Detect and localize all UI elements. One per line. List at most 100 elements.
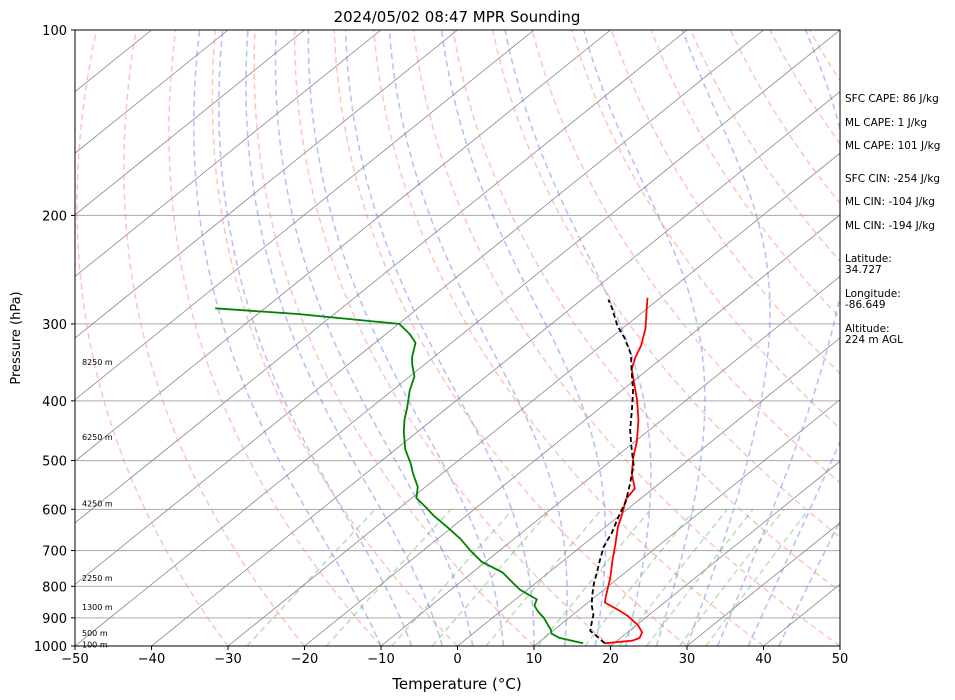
x-axis: −50 −40 −30 −20 −10 0 10 20 30 40 50 (61, 646, 848, 667)
latitude-label: Latitude: (845, 253, 892, 265)
mixing-ratio-line (618, 508, 728, 646)
altitude-label: Altitude: (845, 323, 890, 335)
moist-adiabat-line (681, 30, 771, 646)
dry-adiabat-line (293, 30, 611, 646)
height-label: 1300 m (82, 603, 113, 612)
x-tick-label: 10 (526, 652, 543, 667)
height-label: 500 m (82, 629, 108, 638)
chart-title: 2024/05/02 08:47 MPR Sounding (334, 8, 581, 26)
altitude-value: 224 m AGL (845, 334, 903, 346)
x-tick-label: −10 (367, 652, 394, 667)
ml-cape-label-2: ML CAPE: 101 J/kg (845, 140, 940, 152)
moist-adiabat-line (747, 439, 840, 646)
mixing-ratio-line (705, 508, 810, 646)
ml-cin-label: ML CIN: -104 J/kg (845, 196, 935, 208)
dry-adiabat-line (76, 30, 229, 646)
y-axis-label: Pressure (hPa) (9, 291, 24, 384)
dewpoint-profile (215, 307, 584, 645)
dry-adiabat-line (929, 30, 955, 646)
y-tick-label: 100 (42, 24, 67, 39)
mixing-ratio-line (485, 508, 603, 646)
y-tick-label: 500 (42, 455, 67, 470)
isotherm-line (304, 214, 840, 646)
isotherm-line (533, 399, 840, 646)
moist-adiabat-line (218, 30, 413, 646)
dry-adiabat-line (610, 30, 840, 375)
mixing-ratio-line (678, 508, 785, 646)
temperature-profile (603, 297, 649, 645)
isotherm-line (75, 30, 382, 277)
ml-cape-label: ML CAPE: 1 J/kg (845, 117, 927, 129)
isotherm-line (75, 30, 229, 154)
isotherm-line (610, 460, 840, 646)
dry-adiabat-line (168, 30, 382, 646)
height-label: 4250 m (82, 499, 113, 508)
mixing-ratio-line (537, 508, 652, 646)
isotherm-line (457, 337, 840, 646)
background-lines (75, 30, 955, 646)
y-tick-label: 800 (42, 580, 67, 595)
longitude-value: -86.649 (845, 299, 886, 311)
isotherm-line (75, 30, 688, 524)
y-tick-label: 700 (42, 545, 67, 560)
height-label: 8250 m (82, 358, 113, 367)
x-tick-label: −50 (61, 652, 88, 667)
moist-adiabat-line (440, 30, 607, 646)
stats-panel: SFC CAPE: 86 J/kg ML CAPE: 1 J/kg ML CAP… (845, 93, 940, 346)
y-tick-label: 400 (42, 395, 67, 410)
x-tick-label: −40 (138, 652, 165, 667)
moist-adiabat-line (344, 30, 535, 646)
isotherm-line (75, 30, 764, 585)
moist-adiabat-line (274, 30, 474, 646)
mixing-ratio-line (431, 508, 552, 646)
dry-adiabat-line (650, 30, 840, 319)
isotherm-line (380, 275, 840, 646)
mixing-ratio-line (584, 508, 696, 646)
x-tick-label: 40 (755, 652, 772, 667)
dry-adiabat-line (333, 30, 688, 646)
mixing-ratio-line (646, 508, 754, 646)
x-tick-label: −30 (214, 652, 241, 667)
sfc-cin-label: SFC CIN: -254 J/kg (845, 173, 940, 185)
y-tick-label: 900 (42, 612, 67, 627)
x-tick-label: 30 (679, 652, 696, 667)
parcel-profile (589, 299, 635, 644)
x-tick-label: 20 (602, 652, 619, 667)
dry-adiabat-line (452, 30, 840, 593)
moist-adiabat-line (504, 30, 652, 646)
moist-adiabat-line (388, 30, 568, 646)
moist-adiabat-line (582, 30, 706, 646)
isotherm-line (227, 152, 840, 646)
moist-adiabat-line (716, 30, 840, 646)
x-tick-label: 0 (453, 652, 461, 667)
isotherm-line (75, 30, 458, 339)
longitude-label: Longitude: (845, 288, 901, 300)
x-tick-label: −20 (291, 652, 318, 667)
isotherm-line (75, 30, 611, 462)
height-label: 6250 m (82, 433, 113, 442)
dry-adiabat-line (253, 30, 535, 646)
y-tick-label: 200 (42, 209, 67, 224)
dry-adiabat-line (211, 30, 459, 646)
y-tick-label: 300 (42, 318, 67, 333)
dry-adiabat-line (372, 30, 764, 646)
height-label: 100 m (82, 641, 108, 650)
moist-adiabat-line (193, 30, 382, 646)
mixing-ratio-line (325, 508, 452, 646)
x-axis-label: Temperature (°C) (391, 675, 521, 693)
isotherm-line (75, 30, 535, 401)
latitude-value: 34.727 (845, 264, 882, 276)
isotherm-line (686, 522, 840, 646)
isotherm-line (75, 30, 305, 216)
ml-cin-label-2: ML CIN: -194 J/kg (845, 220, 935, 232)
dry-adiabat-line (571, 30, 840, 430)
isotherm-line (151, 91, 840, 646)
profile-lines (215, 297, 649, 645)
y-axis: 100 200 300 400 500 600 700 800 900 1000 (34, 24, 75, 655)
height-labels: 8250 m 6250 m 4250 m 2250 m 1300 m 500 m 100 m (82, 358, 113, 650)
x-tick-label: 50 (832, 652, 849, 667)
moist-adiabat-line (245, 30, 443, 646)
mixing-ratio-line (246, 508, 376, 646)
height-label: 2250 m (82, 574, 113, 583)
